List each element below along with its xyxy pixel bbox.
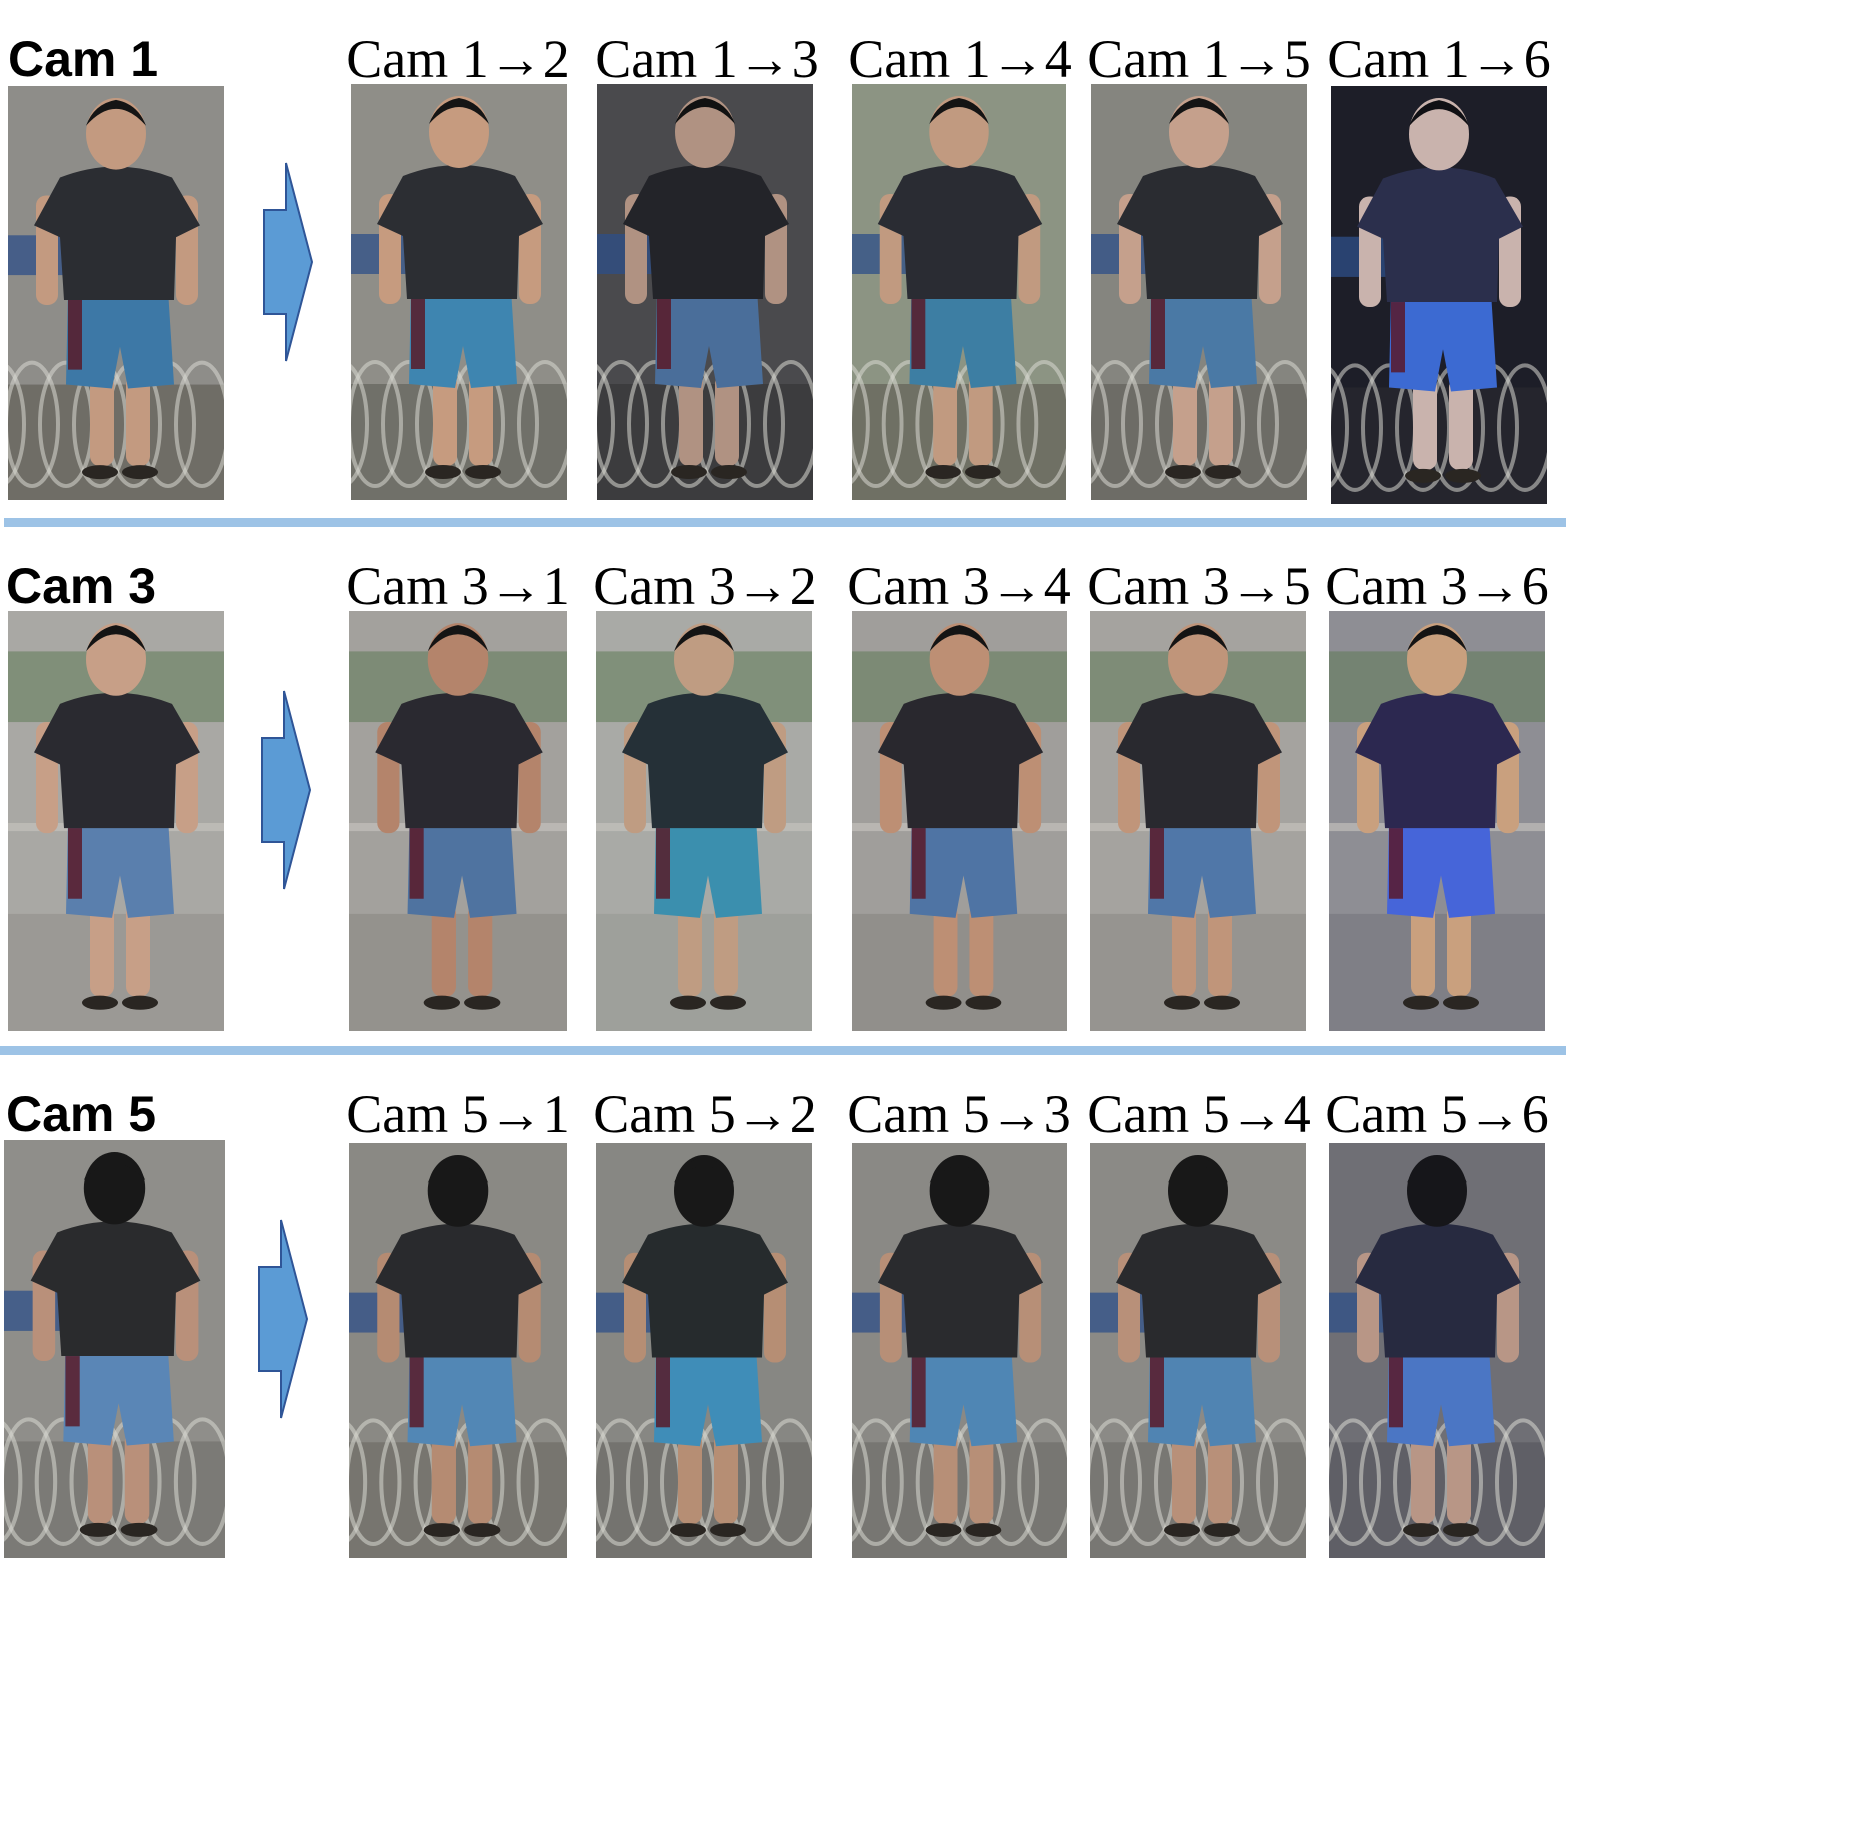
generated-pedestrian-image bbox=[1090, 611, 1306, 1031]
generated-camera-label: Cam 3→6 bbox=[1325, 556, 1549, 616]
source-camera-label: Cam 3 bbox=[6, 558, 157, 614]
generated-camera-label: Cam 1→3 bbox=[595, 29, 819, 89]
generated-camera-label: Cam 3→2 bbox=[593, 556, 817, 616]
source-camera-label: Cam 5 bbox=[6, 1086, 157, 1142]
transfer-arrow-icon bbox=[257, 1219, 309, 1419]
generated-pedestrian-image bbox=[349, 1143, 567, 1558]
generated-camera-label: Cam 1→2 bbox=[346, 29, 570, 89]
generated-pedestrian-image bbox=[596, 611, 812, 1031]
source-pedestrian-image bbox=[8, 611, 224, 1031]
generated-pedestrian-image bbox=[852, 1143, 1067, 1558]
generated-camera-label: Cam 3→4 bbox=[847, 556, 1071, 616]
generated-pedestrian-image bbox=[1331, 86, 1547, 504]
generated-pedestrian-image bbox=[852, 611, 1067, 1031]
generated-pedestrian-image bbox=[1091, 84, 1307, 500]
generated-pedestrian-image bbox=[1329, 611, 1545, 1031]
generated-camera-label: Cam 5→6 bbox=[1325, 1084, 1549, 1144]
generated-camera-label: Cam 5→1 bbox=[346, 1084, 570, 1144]
generated-pedestrian-image bbox=[1090, 1143, 1306, 1558]
row-divider bbox=[0, 1046, 1566, 1055]
transfer-arrow-icon bbox=[262, 162, 314, 362]
generated-camera-label: Cam 1→4 bbox=[848, 29, 1072, 89]
generated-pedestrian-image bbox=[1329, 1143, 1545, 1558]
generated-pedestrian-image bbox=[852, 84, 1066, 500]
source-camera-label: Cam 1 bbox=[8, 31, 159, 87]
generated-pedestrian-image bbox=[597, 84, 813, 500]
generated-camera-label: Cam 5→3 bbox=[847, 1084, 1071, 1144]
source-pedestrian-image bbox=[4, 1140, 225, 1558]
generated-pedestrian-image bbox=[596, 1143, 812, 1558]
generated-camera-label: Cam 5→2 bbox=[593, 1084, 817, 1144]
generated-camera-label: Cam 3→5 bbox=[1087, 556, 1311, 616]
generated-camera-label: Cam 5→4 bbox=[1087, 1084, 1311, 1144]
generated-camera-label: Cam 3→1 bbox=[346, 556, 570, 616]
generated-camera-label: Cam 1→6 bbox=[1327, 29, 1551, 89]
generated-camera-label: Cam 1→5 bbox=[1087, 29, 1311, 89]
transfer-arrow-icon bbox=[260, 690, 312, 890]
source-pedestrian-image bbox=[8, 86, 224, 500]
generated-pedestrian-image bbox=[351, 84, 567, 500]
row-divider bbox=[4, 518, 1566, 527]
generated-pedestrian-image bbox=[349, 611, 567, 1031]
